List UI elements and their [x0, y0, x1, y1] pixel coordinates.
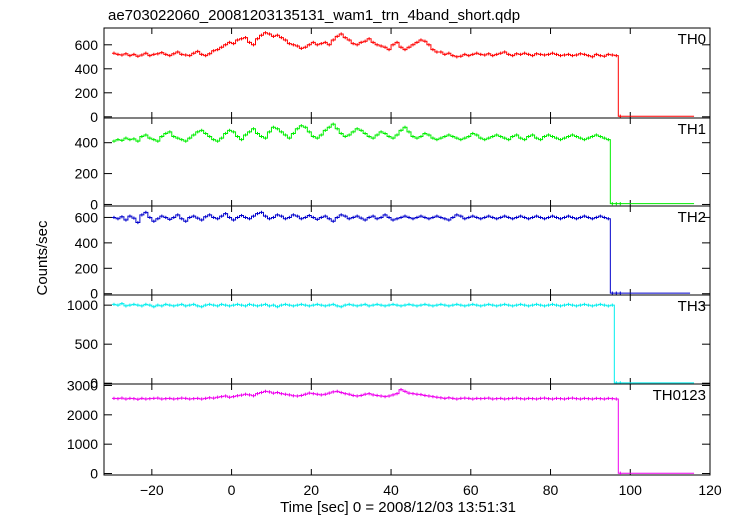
- y-tick-label: 400: [75, 135, 99, 151]
- y-tick-label: 1000: [67, 297, 98, 313]
- panel-th0123: 0 1000 2000 3000 TH0123: [67, 377, 711, 482]
- panel-label: TH3: [678, 298, 706, 315]
- x-tick-label: 60: [463, 482, 479, 498]
- error-bars: [113, 387, 621, 475]
- x-tick-label: −20: [140, 482, 164, 498]
- y-tick-label: 200: [75, 260, 99, 276]
- series-line: [111, 123, 695, 205]
- panel-label: TH0123: [653, 387, 706, 404]
- panel-label: TH1: [678, 121, 706, 138]
- y-tick-label: 0: [90, 466, 98, 482]
- x-tick-label: 40: [383, 482, 399, 498]
- y-axis-label: Counts/sec: [34, 220, 51, 296]
- y-tick-label: 0: [90, 375, 98, 391]
- panel-frame: [103, 383, 711, 476]
- error-bars: [113, 31, 621, 118]
- panel-label: TH0: [678, 31, 706, 48]
- y-tick-label: 0: [90, 286, 98, 302]
- y-tick-label: 0: [90, 109, 98, 125]
- error-bars: [113, 301, 621, 385]
- x-axis-label: Time [sec] 0 = 2008/12/03 13:51:31: [280, 499, 516, 516]
- error-bars: [113, 210, 621, 295]
- x-tick-label: 0: [228, 482, 236, 498]
- y-tick-label: 2000: [67, 407, 98, 423]
- y-tick-label: 600: [75, 37, 99, 53]
- panel-th2: 0 200 400 600 TH2: [75, 205, 711, 302]
- y-tick-label: 1000: [67, 436, 98, 452]
- panel-frame: [103, 294, 711, 385]
- y-tick-label: 400: [75, 61, 99, 77]
- x-tick-label: 80: [543, 482, 559, 498]
- y-tick-label: 400: [75, 235, 99, 251]
- y-tick-label: 0: [90, 196, 98, 212]
- x-tick-label: 100: [619, 482, 643, 498]
- x-tick-label: 20: [304, 482, 320, 498]
- panel-th3: 0 500 1000 TH3: [67, 294, 711, 391]
- chart-title: ae703022060_20081203135131_wam1_trn_4ban…: [108, 7, 520, 24]
- panel-th0: 0 200 400 600 TH0: [75, 27, 711, 125]
- series-line: [111, 32, 695, 117]
- series-line: [111, 211, 691, 294]
- y-tick-label: 500: [75, 336, 99, 352]
- y-tick-label: 200: [75, 166, 99, 182]
- y-tick-label: 600: [75, 209, 99, 225]
- panel-label: TH2: [678, 209, 706, 226]
- panel-th1: 0 200 400 TH1: [75, 117, 711, 212]
- series-line: [111, 303, 695, 384]
- y-tick-label: 3000: [67, 377, 98, 393]
- y-tick-label: 200: [75, 85, 99, 101]
- panel-frame: [103, 27, 711, 119]
- series-line: [111, 389, 695, 474]
- x-tick-label: 120: [698, 482, 722, 498]
- panel-frame: [103, 205, 711, 296]
